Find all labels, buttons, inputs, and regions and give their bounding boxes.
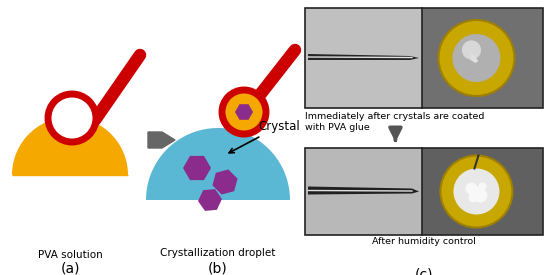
Bar [422, 8, 543, 108]
Polygon shape [308, 54, 419, 60]
Bar [422, 148, 543, 235]
Circle shape [469, 192, 479, 202]
Polygon shape [12, 117, 128, 175]
Text: (c): (c) [415, 268, 433, 275]
Circle shape [453, 169, 499, 214]
Text: Crystal: Crystal [229, 120, 300, 153]
Circle shape [48, 94, 96, 142]
Text: (a): (a) [60, 262, 80, 275]
Circle shape [222, 90, 266, 134]
Bar [422, 8, 543, 108]
Polygon shape [470, 53, 479, 63]
Polygon shape [235, 104, 253, 120]
Text: PVA solution: PVA solution [38, 250, 102, 260]
Bar [305, 8, 543, 108]
Circle shape [452, 34, 500, 82]
Circle shape [474, 188, 487, 202]
Text: Crystallization droplet: Crystallization droplet [160, 248, 276, 258]
Polygon shape [198, 189, 222, 211]
Bar [305, 148, 543, 235]
Polygon shape [213, 169, 238, 194]
Circle shape [438, 20, 514, 96]
Circle shape [479, 183, 487, 191]
Text: (b): (b) [208, 262, 228, 275]
FancyArrow shape [148, 132, 175, 148]
Circle shape [440, 155, 512, 227]
Bar [422, 148, 543, 235]
Bar [305, 8, 422, 108]
Polygon shape [183, 156, 211, 180]
Text: Immediately after crystals are coated
with PVA glue: Immediately after crystals are coated wi… [305, 112, 485, 133]
Text: After humidity control: After humidity control [372, 237, 476, 246]
Polygon shape [146, 128, 290, 200]
Circle shape [471, 186, 481, 197]
Circle shape [462, 40, 481, 60]
Bar [305, 148, 422, 235]
Polygon shape [308, 186, 419, 194]
Circle shape [465, 183, 477, 194]
